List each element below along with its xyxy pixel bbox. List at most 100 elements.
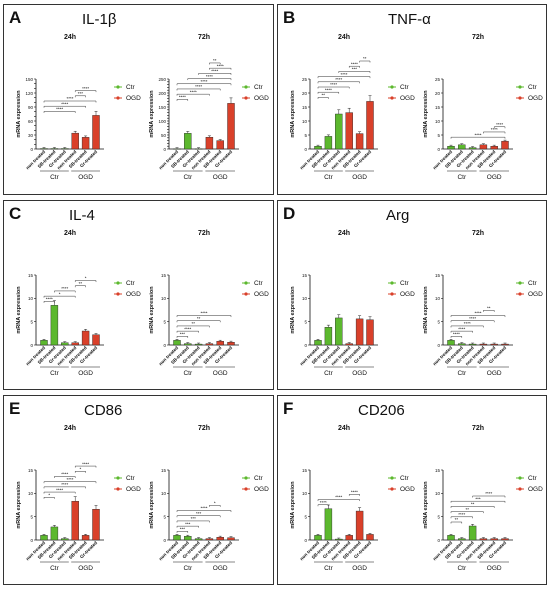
legend-label: Ctr: [126, 84, 136, 91]
chart-subtitle: 72h: [198, 230, 210, 237]
bar: [324, 508, 333, 541]
y-tick-label: 60: [28, 119, 34, 124]
bar: [324, 327, 333, 346]
significance-label: ***: [78, 91, 84, 96]
y-tick-label: 10: [161, 296, 167, 301]
y-tick-label: 10: [435, 119, 441, 124]
group-label: Ctr: [50, 370, 60, 377]
bar: [335, 317, 343, 346]
group-label: OGD: [78, 565, 93, 572]
legend-marker-dot: [244, 292, 248, 296]
chart-subtitle: 24h: [338, 34, 350, 41]
bar: [468, 343, 477, 346]
legend-label: Ctr: [400, 475, 410, 482]
bar: [71, 501, 79, 541]
bar: [173, 535, 181, 541]
y-axis-label: mRNA expression: [290, 286, 296, 334]
y-tick-label: 25: [435, 77, 441, 82]
legend-marker-dot: [390, 281, 394, 285]
chart-subtitle: 24h: [64, 425, 76, 432]
significance-label: ****: [46, 297, 53, 302]
y-tick-label: 10: [28, 491, 34, 496]
y-tick-label: 5: [437, 133, 440, 138]
group-label: OGD: [352, 370, 367, 377]
y-tick-label: 0: [437, 343, 440, 348]
panel-letter: C: [9, 204, 22, 223]
bar: [458, 144, 466, 150]
significance-label: ****: [200, 311, 207, 316]
legend-marker-dot: [390, 476, 394, 480]
bar: [227, 103, 235, 150]
bar: [216, 341, 224, 346]
significance-label: ****: [200, 79, 207, 84]
legend-label: OGD: [254, 95, 269, 102]
bar: [458, 343, 466, 346]
panel-title: Arg: [386, 207, 410, 224]
bar: [205, 538, 214, 541]
group-label: OGD: [352, 174, 367, 181]
y-tick-label: 0: [437, 538, 440, 543]
y-tick-label: 15: [28, 468, 34, 473]
y-axis-label: mRNA expression: [290, 481, 296, 529]
significance-label: ****: [179, 95, 186, 100]
legend-marker-dot: [244, 476, 248, 480]
significance-label: ****: [485, 491, 492, 496]
panel-title: TNF-α: [388, 11, 431, 28]
y-tick-label: 100: [158, 119, 166, 124]
panel-title: IL-1β: [82, 11, 117, 28]
significance-label: ****: [474, 132, 481, 137]
significance-label: ****: [206, 74, 213, 79]
bar: [479, 538, 488, 541]
bar: [501, 538, 509, 541]
legend-label: Ctr: [126, 280, 136, 287]
y-tick-label: 5: [30, 319, 33, 324]
bar: [81, 137, 90, 150]
legend-label: OGD: [528, 291, 543, 298]
bar: [314, 340, 322, 346]
y-tick-label: 15: [302, 468, 308, 473]
significance-label: ****: [474, 311, 481, 316]
y-tick-label: 15: [302, 273, 308, 278]
bar: [366, 101, 374, 150]
significance-label: **: [79, 281, 83, 286]
significance-label: ****: [56, 107, 63, 112]
y-tick-label: 150: [25, 77, 33, 82]
y-tick-label: 0: [30, 538, 33, 543]
bar: [447, 145, 455, 150]
y-tick-label: 5: [30, 514, 33, 519]
legend-marker-dot: [518, 487, 522, 491]
y-tick-label: 15: [435, 468, 441, 473]
legend-label: Ctr: [528, 84, 538, 91]
significance-label: ****: [335, 495, 342, 500]
significance-label: ****: [61, 286, 68, 291]
significance-label: *: [59, 291, 61, 296]
bar: [216, 140, 224, 150]
bar: [366, 319, 374, 346]
significance-label: ****: [458, 326, 465, 331]
bar: [81, 535, 90, 541]
bar: [447, 340, 455, 346]
significance-label: ****: [320, 500, 327, 505]
bar: [447, 535, 455, 541]
bar: [61, 538, 69, 541]
bar: [314, 145, 322, 150]
bar: [92, 115, 100, 150]
panel-d: D Arg 24h 0 5 10 15 mRNA expression non treated S…: [277, 200, 547, 390]
significance-label: ****: [66, 477, 73, 482]
legend-marker-dot: [390, 85, 394, 89]
y-tick-label: 25: [302, 77, 308, 82]
significance-label: ****: [82, 461, 89, 466]
group-label: OGD: [213, 174, 228, 181]
legend-marker-dot: [518, 281, 522, 285]
legend-marker-dot: [518, 476, 522, 480]
bar: [345, 343, 353, 346]
group-label: Ctr: [324, 565, 334, 572]
bar: [50, 526, 59, 541]
y-tick-label: 5: [437, 319, 440, 324]
y-tick-label: 5: [304, 133, 307, 138]
significance-label: ****: [211, 69, 218, 74]
significance-label: ****: [82, 86, 89, 91]
bar: [40, 535, 48, 541]
